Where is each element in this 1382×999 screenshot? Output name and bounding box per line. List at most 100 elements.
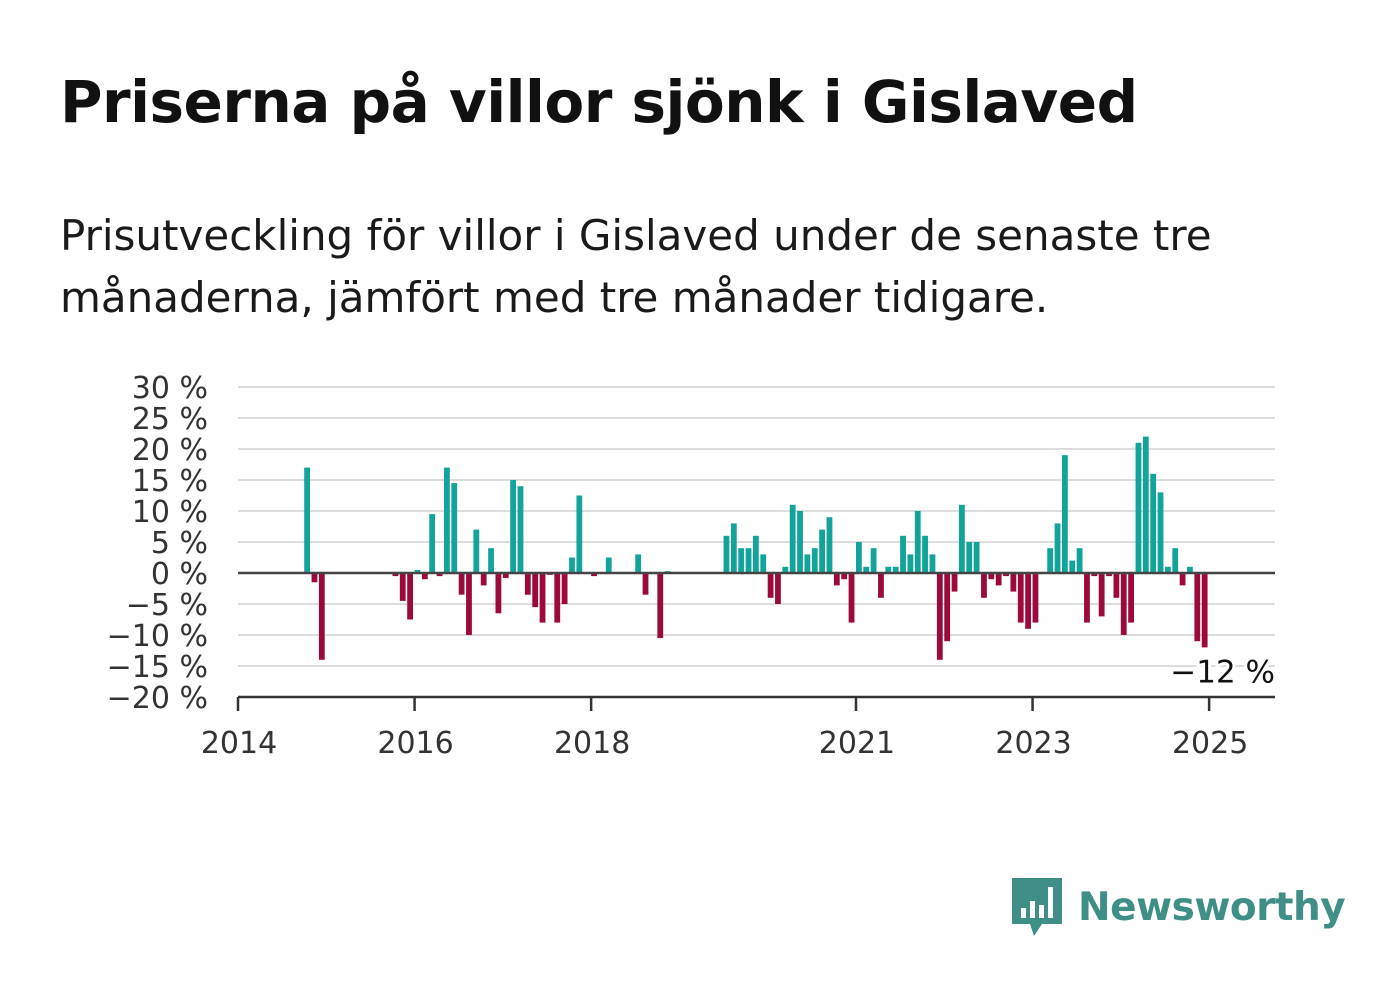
bar bbox=[1025, 573, 1031, 629]
bar bbox=[760, 554, 767, 573]
y-tick-label: 20 % bbox=[132, 433, 208, 468]
x-tick-label: 2016 bbox=[377, 726, 453, 761]
bar bbox=[1054, 523, 1061, 573]
bar bbox=[885, 566, 892, 573]
bar bbox=[635, 554, 642, 573]
bar bbox=[1003, 573, 1009, 577]
bar bbox=[775, 573, 781, 604]
bar bbox=[304, 467, 311, 573]
bar bbox=[1201, 573, 1208, 648]
bar bbox=[914, 511, 921, 573]
bar bbox=[1098, 573, 1105, 617]
bar bbox=[436, 573, 443, 577]
x-tick-label: 2021 bbox=[819, 726, 895, 761]
bar bbox=[517, 486, 524, 573]
bar bbox=[1017, 573, 1024, 623]
bar bbox=[1120, 573, 1127, 635]
bar bbox=[421, 573, 428, 580]
bar bbox=[642, 573, 649, 595]
bar bbox=[444, 467, 450, 573]
bar bbox=[458, 573, 465, 595]
bar bbox=[767, 573, 774, 598]
last-value-label: −12 % bbox=[1170, 655, 1275, 691]
gridlines bbox=[238, 386, 1275, 667]
bar bbox=[480, 573, 487, 586]
chart-title: Priserna på villor sjönk i Gislaved bbox=[60, 68, 1138, 136]
bar bbox=[804, 554, 811, 573]
bar bbox=[605, 557, 612, 573]
bar bbox=[752, 535, 759, 573]
bar bbox=[870, 548, 877, 573]
bar bbox=[782, 566, 789, 573]
bar bbox=[730, 523, 737, 573]
bar bbox=[392, 573, 399, 577]
bar bbox=[1187, 566, 1193, 573]
bar bbox=[1076, 548, 1083, 573]
bar bbox=[539, 573, 546, 623]
bar bbox=[1135, 442, 1142, 573]
bar bbox=[981, 573, 987, 598]
bar bbox=[944, 573, 951, 642]
x-tick-label: 2023 bbox=[995, 726, 1071, 761]
bar bbox=[973, 542, 980, 573]
bar bbox=[1164, 566, 1171, 573]
bar bbox=[657, 573, 664, 639]
bar bbox=[1047, 548, 1054, 573]
bar bbox=[863, 566, 870, 573]
y-tick-label: 15 % bbox=[132, 464, 208, 499]
bar bbox=[1157, 492, 1164, 573]
bar bbox=[524, 573, 531, 595]
bar bbox=[826, 517, 833, 573]
bar bbox=[532, 573, 539, 608]
bar bbox=[841, 573, 848, 580]
y-tick-label: 30 % bbox=[132, 371, 208, 406]
y-tick-label: −20 % bbox=[107, 681, 208, 716]
bar bbox=[855, 542, 862, 573]
bar bbox=[723, 535, 730, 573]
bar bbox=[318, 573, 325, 660]
bar bbox=[1010, 573, 1017, 592]
bar-chart: 30 %25 %20 %15 %10 %5 %0 %−5 %−10 %−15 %… bbox=[106, 371, 1278, 761]
bar-chart-speech-bubble-icon bbox=[1012, 878, 1062, 936]
bar bbox=[848, 573, 855, 623]
bar bbox=[1061, 455, 1068, 573]
bar bbox=[1128, 573, 1134, 623]
bar bbox=[554, 573, 561, 623]
bar bbox=[789, 504, 796, 573]
bar bbox=[399, 573, 406, 601]
bar bbox=[819, 529, 825, 573]
bar bbox=[569, 557, 575, 573]
bar bbox=[1194, 573, 1201, 642]
brand-name: Newsworthy bbox=[1078, 884, 1346, 930]
x-tick-label: 2025 bbox=[1172, 726, 1248, 761]
bar bbox=[797, 511, 803, 573]
bar bbox=[576, 495, 583, 573]
y-tick-label: 10 % bbox=[132, 495, 208, 530]
bar bbox=[907, 554, 914, 573]
bar bbox=[1113, 573, 1120, 598]
y-tick-label: 25 % bbox=[132, 402, 208, 437]
tick-labels: 30 %25 %20 %15 %10 %5 %0 %−5 %−10 %−15 %… bbox=[107, 371, 1278, 761]
bar bbox=[473, 529, 480, 573]
bars bbox=[304, 436, 1208, 660]
bar bbox=[1084, 573, 1090, 623]
bar bbox=[1172, 548, 1179, 573]
bar bbox=[900, 535, 906, 573]
bar bbox=[811, 548, 818, 573]
bar bbox=[495, 573, 502, 614]
y-tick-label: 0 % bbox=[151, 557, 208, 592]
y-tick-label: −5 % bbox=[126, 588, 208, 623]
bar bbox=[922, 535, 928, 573]
bar bbox=[591, 573, 597, 577]
bar bbox=[311, 573, 318, 583]
bar bbox=[1069, 560, 1076, 573]
bar bbox=[488, 548, 494, 573]
bar bbox=[1142, 436, 1149, 573]
bar bbox=[951, 573, 958, 592]
y-tick-label: −10 % bbox=[107, 619, 208, 654]
brand-logo: Newsworthy bbox=[1008, 874, 1346, 940]
bar bbox=[510, 480, 517, 573]
x-tick-label: 2014 bbox=[201, 726, 277, 761]
bar bbox=[429, 514, 436, 573]
chart-subtitle: Prisutveckling för villor i Gislaved und… bbox=[60, 211, 1212, 322]
